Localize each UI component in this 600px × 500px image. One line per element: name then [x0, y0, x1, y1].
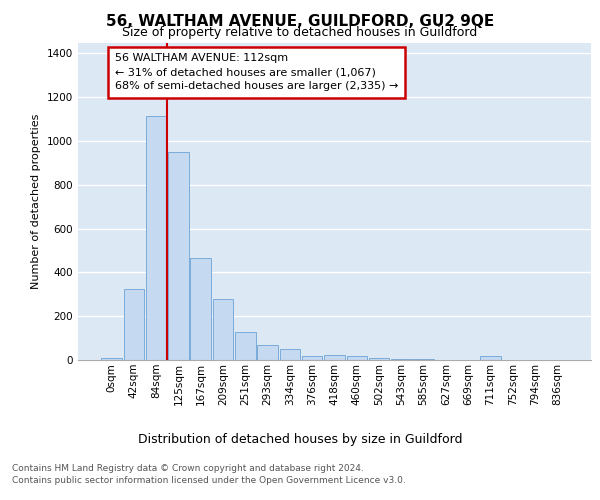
Text: 56, WALTHAM AVENUE, GUILDFORD, GU2 9QE: 56, WALTHAM AVENUE, GUILDFORD, GU2 9QE: [106, 14, 494, 29]
Bar: [235, 332, 256, 360]
Text: Contains public sector information licensed under the Open Government Licence v3: Contains public sector information licen…: [12, 476, 406, 485]
Bar: [190, 258, 211, 360]
Bar: [302, 356, 322, 360]
Y-axis label: Number of detached properties: Number of detached properties: [31, 114, 41, 289]
Bar: [413, 359, 434, 360]
Bar: [347, 356, 367, 360]
Bar: [280, 350, 300, 360]
Bar: [101, 358, 122, 360]
Bar: [168, 152, 189, 360]
Text: 56 WALTHAM AVENUE: 112sqm
← 31% of detached houses are smaller (1,067)
68% of se: 56 WALTHAM AVENUE: 112sqm ← 31% of detac…: [115, 54, 398, 92]
Bar: [480, 356, 501, 360]
Bar: [146, 116, 166, 360]
Text: Distribution of detached houses by size in Guildford: Distribution of detached houses by size …: [138, 432, 462, 446]
Bar: [213, 298, 233, 360]
Bar: [124, 289, 144, 360]
Text: Contains HM Land Registry data © Crown copyright and database right 2024.: Contains HM Land Registry data © Crown c…: [12, 464, 364, 473]
Bar: [257, 345, 278, 360]
Bar: [369, 358, 389, 360]
Bar: [324, 354, 345, 360]
Bar: [391, 359, 412, 360]
Text: Size of property relative to detached houses in Guildford: Size of property relative to detached ho…: [122, 26, 478, 39]
